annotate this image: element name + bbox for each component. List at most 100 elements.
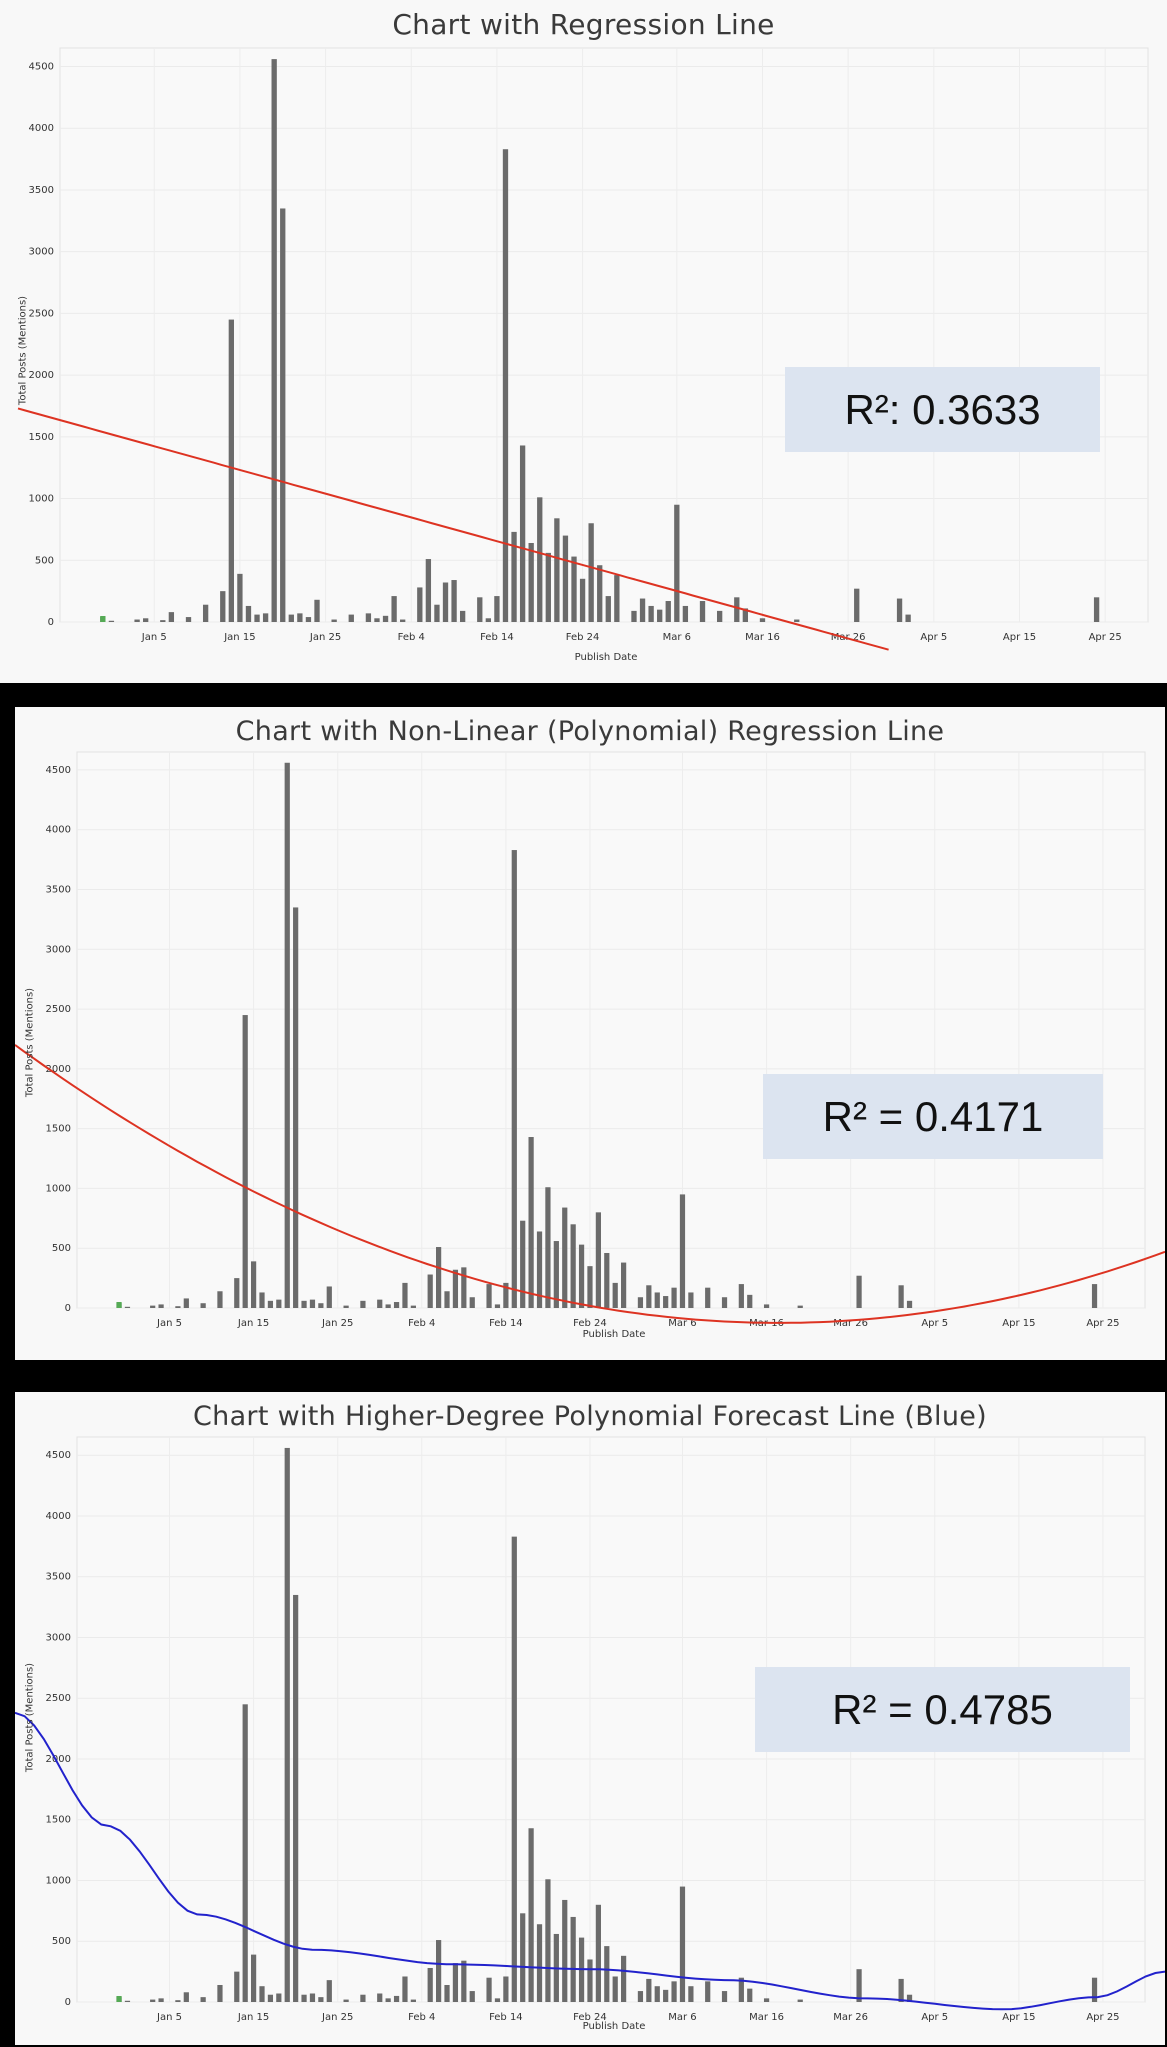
bar <box>280 208 286 622</box>
bar <box>797 1305 803 1308</box>
bar <box>318 1997 324 2002</box>
bar <box>331 619 337 622</box>
x-tick-label: Apr 15 <box>1003 632 1036 643</box>
bar <box>494 1304 501 1308</box>
x-tick-label: Mar 26 <box>833 1318 868 1329</box>
x-tick-label: Feb 24 <box>566 632 600 643</box>
bar <box>377 1993 383 2002</box>
bar <box>402 1282 408 1308</box>
chart-title: Chart with Non-Linear (Polynomial) Regre… <box>235 716 945 747</box>
bar <box>391 596 397 622</box>
bar <box>528 1137 534 1308</box>
y-tick-label: 500 <box>52 1936 71 1947</box>
bar <box>343 1999 349 2002</box>
chart-title: Chart with Regression Line <box>392 8 775 41</box>
bar <box>597 565 603 622</box>
r-squared-annotation: R²: 0.3633 <box>785 367 1100 452</box>
bar <box>511 1536 517 2002</box>
chart-title: Chart with Higher-Degree Polynomial Fore… <box>193 1401 987 1432</box>
bar <box>402 1976 408 2002</box>
bar <box>452 1963 459 2002</box>
y-tick-label: 1000 <box>29 494 54 505</box>
bar <box>621 1955 627 2002</box>
bar-marker <box>116 1996 122 2002</box>
x-tick-label: Jan 25 <box>309 632 341 643</box>
bar <box>898 1978 904 2002</box>
x-tick-label: Jan 15 <box>237 2012 269 2023</box>
bar <box>217 1984 223 2002</box>
bar <box>562 1899 568 2002</box>
bar <box>705 1287 711 1308</box>
r-squared-annotation: R² = 0.4785 <box>755 1667 1130 1752</box>
y-axis-label: Total Posts (Mentions) <box>17 295 29 406</box>
bar <box>385 1304 391 1308</box>
bar <box>410 1999 416 2002</box>
y-tick-label: 1500 <box>46 1815 71 1826</box>
bar <box>242 1704 248 2002</box>
bar <box>747 1294 753 1308</box>
x-tick-label: Mar 16 <box>749 2012 784 2023</box>
bar <box>503 1282 509 1308</box>
bar <box>425 559 432 622</box>
bar <box>185 617 192 622</box>
x-tick-label: Feb 14 <box>480 632 514 643</box>
bar <box>663 1296 669 1308</box>
bar <box>502 149 509 623</box>
bar <box>485 618 492 622</box>
bar <box>124 2000 131 2002</box>
bar <box>360 1300 366 1308</box>
bar <box>309 1993 316 2002</box>
bar <box>562 535 569 622</box>
bar <box>621 1262 627 1308</box>
bar <box>326 1286 332 1308</box>
bar <box>284 762 290 1308</box>
bar <box>318 1303 324 1308</box>
bar <box>444 1984 450 2002</box>
bar <box>654 1292 660 1308</box>
bar <box>612 1976 618 2002</box>
bar <box>374 618 380 622</box>
x-tick-label: Feb 24 <box>573 1318 607 1329</box>
x-axis-label: Publish Date <box>582 1329 646 1340</box>
bar <box>856 1275 862 1308</box>
bar <box>427 1274 433 1308</box>
y-tick-label: 3000 <box>46 944 71 955</box>
bar <box>545 552 551 622</box>
x-tick-label: Feb 4 <box>408 2012 435 2023</box>
bar <box>200 1303 206 1308</box>
y-tick-label: 500 <box>35 555 54 566</box>
x-tick-label: Apr 5 <box>920 632 947 643</box>
bar <box>595 1904 601 2002</box>
y-tick-label: 0 <box>48 617 54 628</box>
x-tick-label: Mar 6 <box>663 632 691 643</box>
bar <box>242 1015 248 1308</box>
y-tick-label: 3500 <box>46 885 71 896</box>
bar <box>554 518 560 622</box>
bar <box>906 1300 913 1308</box>
bar <box>896 598 903 622</box>
bar <box>293 1594 299 2002</box>
bar <box>217 1291 223 1308</box>
bar <box>679 1194 686 1308</box>
y-tick-label: 2500 <box>46 1693 71 1704</box>
x-tick-label: Mar 6 <box>668 2012 696 2023</box>
x-tick-label: Feb 24 <box>573 2012 607 2023</box>
x-tick-label: Apr 5 <box>921 2012 948 2023</box>
bar <box>382 615 389 622</box>
x-tick-label: Jan 5 <box>156 2012 182 2023</box>
bar <box>511 531 517 622</box>
bar <box>494 1998 501 2002</box>
bar <box>654 1986 660 2002</box>
x-tick-label: Jan 25 <box>321 2012 353 2023</box>
bar <box>262 613 269 622</box>
bar-marker <box>100 616 106 622</box>
bar <box>528 1828 534 2002</box>
bar <box>134 619 140 622</box>
bar <box>326 1980 332 2002</box>
x-tick-label: Mar 6 <box>668 1318 696 1329</box>
bar <box>365 613 372 622</box>
bar <box>742 608 749 622</box>
bar <box>906 1994 913 2002</box>
chart-panel-1: Chart with Regression Line 0 500 1000 1500 2… <box>0 0 1167 683</box>
bar <box>579 578 586 622</box>
